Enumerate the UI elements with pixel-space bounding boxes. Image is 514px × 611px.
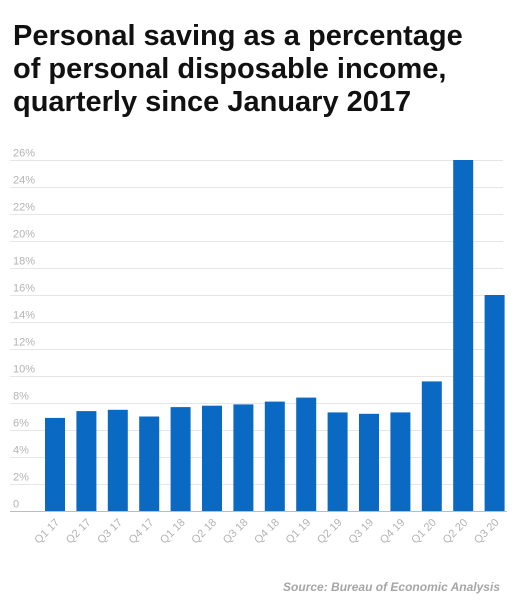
- chart-title-line: of personal disposable income,: [13, 53, 447, 85]
- y-tick-label: 20%: [13, 229, 35, 241]
- x-tick-label: Q2 20: [441, 517, 471, 547]
- x-tick-label: Q1 19: [284, 517, 314, 547]
- chart-title: Personal saving as a percentage of perso…: [13, 20, 503, 119]
- x-tick-label: Q3 17: [95, 517, 125, 547]
- y-tick-label: 12%: [13, 337, 35, 349]
- bar: [327, 412, 348, 511]
- bar: [296, 397, 317, 511]
- x-tick-label: Q4 17: [127, 517, 157, 547]
- x-tick-label: Q3 20: [472, 517, 502, 547]
- bar: [202, 405, 222, 511]
- x-tick-label: Q1 17: [32, 517, 62, 547]
- x-axis-labels: Q1 17 Q2 17 Q3 17 Q4 17 Q1 18 Q2 18 Q3 18 Q4 18…: [32, 517, 501, 547]
- x-tick-label: Q1 18: [158, 517, 188, 547]
- y-tick-label: 0: [13, 499, 19, 511]
- y-tick-label: 8%: [13, 391, 29, 403]
- y-tick-label: 16%: [13, 283, 35, 295]
- bar: [421, 381, 442, 511]
- bar: [453, 160, 474, 511]
- bar: [107, 409, 128, 512]
- chart-title-line: quarterly since January 2017: [13, 86, 412, 118]
- bar: [45, 417, 65, 511]
- bar: [484, 295, 505, 511]
- y-tick-label: 2%: [13, 472, 29, 484]
- y-tick-label: 4%: [13, 445, 29, 457]
- y-tick-label: 10%: [13, 364, 35, 376]
- source-note: Source: Bureau of Economic Analysis: [283, 580, 500, 594]
- y-tick-label: 18%: [13, 256, 35, 268]
- y-tick-label: 6%: [13, 418, 29, 430]
- bar: [170, 407, 191, 511]
- x-tick-label: Q1 20: [409, 517, 439, 547]
- bar: [359, 413, 379, 511]
- x-tick-label: Q2 18: [189, 517, 219, 547]
- x-tick-label: Q4 19: [378, 517, 408, 547]
- x-tick-label: Q2 19: [315, 517, 345, 547]
- bar: [233, 404, 254, 511]
- y-tick-label: 22%: [13, 202, 35, 214]
- bar: [390, 412, 411, 511]
- y-tick-label: 26%: [13, 148, 35, 160]
- chart-title-line: Personal saving as a percentage: [13, 20, 463, 52]
- y-tick-label: 14%: [13, 310, 35, 322]
- bar: [76, 411, 97, 511]
- x-tick-label: Q3 19: [346, 517, 376, 547]
- y-axis-ticks: 0 2% 4% 6% 8% 10% 12% 14% 16% 18% 20% 22% 24% 26%: [13, 148, 35, 511]
- bar: [139, 416, 160, 511]
- x-tick-label: Q2 17: [64, 517, 94, 547]
- x-tick-label: Q4 18: [252, 517, 282, 547]
- bar: [264, 401, 285, 511]
- y-tick-label: 24%: [13, 175, 35, 187]
- bars: [45, 160, 505, 512]
- x-tick-label: Q3 18: [221, 517, 251, 547]
